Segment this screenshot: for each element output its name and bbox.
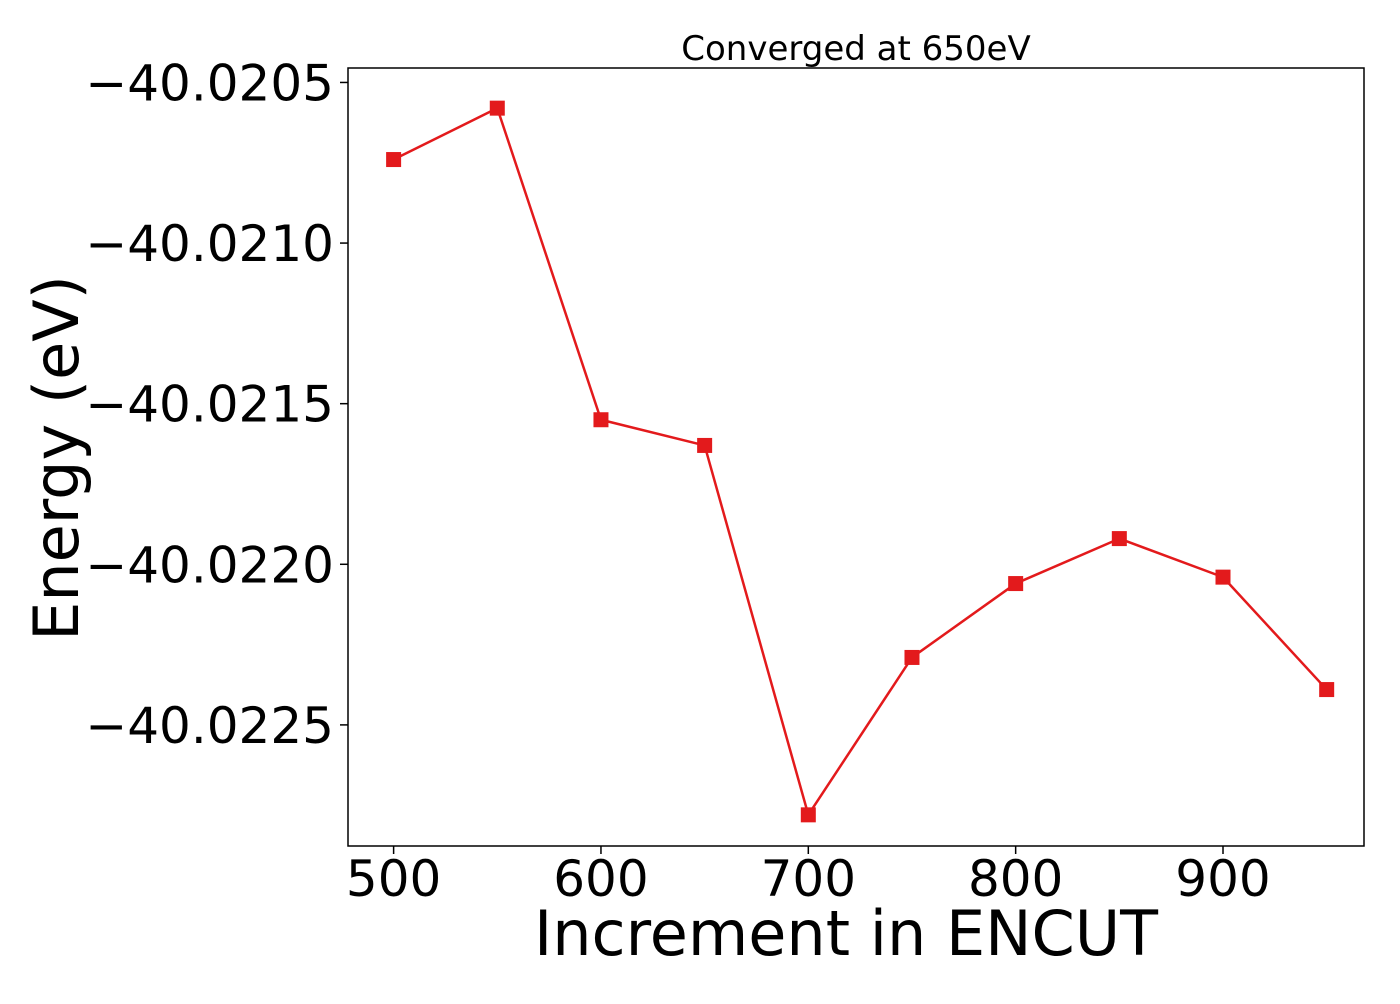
data-point-marker <box>1215 569 1231 585</box>
data-point-marker <box>1319 682 1335 698</box>
x-tick-label: 800 <box>968 850 1063 908</box>
x-axis-title: Increment in ENCUT <box>534 897 1159 970</box>
y-axis-title: Energy (eV) <box>20 275 93 641</box>
y-tick-label: −40.0225 <box>85 697 334 755</box>
data-point-marker <box>1111 531 1127 547</box>
y-tick-label: −40.0210 <box>85 215 334 273</box>
data-point-marker <box>489 100 505 116</box>
data-point-marker <box>697 437 713 453</box>
y-tick-label: −40.0220 <box>85 536 334 594</box>
x-tick-label: 700 <box>761 850 856 908</box>
data-point-marker <box>593 412 609 428</box>
data-point-marker <box>386 152 402 168</box>
series-line <box>393 106 1328 817</box>
data-point-marker <box>1008 576 1024 592</box>
x-tick-label: 500 <box>346 850 441 908</box>
data-point-marker <box>904 649 920 665</box>
x-tick-label: 600 <box>553 850 648 908</box>
plot-area-frame <box>347 67 1365 847</box>
y-tick-label: −40.0205 <box>85 54 334 112</box>
x-tick-label: 900 <box>1175 850 1270 908</box>
y-tick-label: −40.0215 <box>85 376 334 434</box>
y-axis-ticks: −40.0205 −40.0210 −40.0215 −40.0220 −40.0225 <box>85 54 348 755</box>
chart-title: Converged at 650eV <box>681 29 1030 69</box>
x-axis-ticks: 500 600 700 800 900 <box>346 846 1271 908</box>
data-point-marker <box>800 807 816 823</box>
series-layer <box>386 100 1335 823</box>
